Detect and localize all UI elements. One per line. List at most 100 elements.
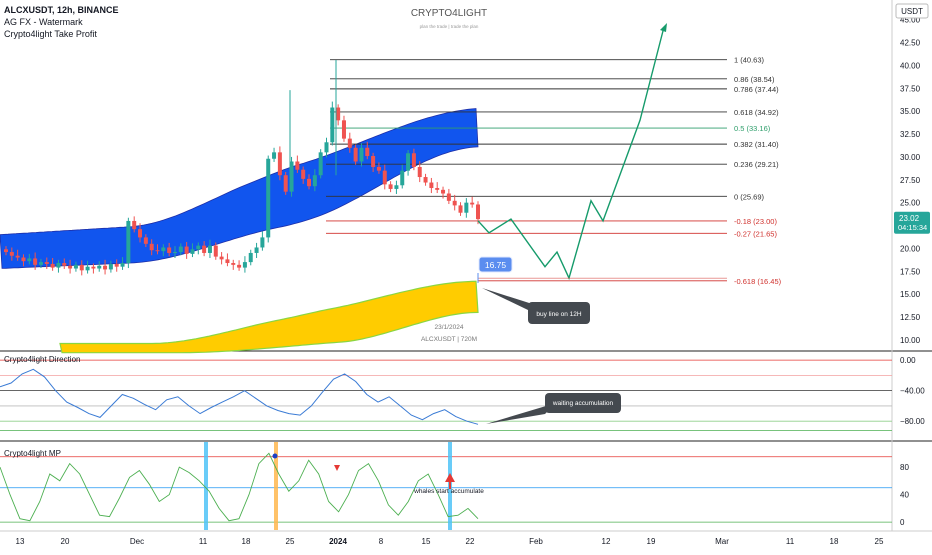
candle-body [190,249,195,254]
direction-pane: 0.00 −40.00 −80.00 [0,356,925,431]
direction-tick: −40.00 [900,387,925,396]
candle-body [347,138,352,148]
candle-body [341,120,346,139]
candle-body [149,243,154,251]
price-tick: 15.00 [900,290,921,299]
direction-callout-text: waiting accumulation [552,400,614,407]
accumulate-arrow [445,473,455,489]
signal-bar [204,442,208,530]
candle-body [423,177,428,183]
direction-callout-box [545,393,621,413]
candle-body [266,158,271,238]
candle-body [277,152,282,176]
fib-label: 0.236 (29.21) [734,160,779,169]
time-label: Feb [529,537,543,546]
gold-band-area [59,280,479,354]
mp-line [0,452,479,522]
candle-body [73,264,78,269]
candle-body [15,255,20,258]
candle-body [464,202,469,213]
time-label: 8 [379,537,384,546]
fib-label: -0.18 (23.00) [734,217,777,226]
time-label: 11 [786,537,795,546]
price-tick: 40.00 [900,61,921,70]
currency-button[interactable] [895,3,929,19]
candle-body [231,263,236,265]
candle-body [353,147,358,162]
price-tick: 20.00 [900,244,921,253]
candle-body [225,259,230,264]
blue-band [0,108,479,269]
mp-pane-title[interactable]: Crypto4light MP [4,449,61,458]
candle-body [376,166,381,171]
fib-label: 0 (25.69) [734,192,765,201]
price-tick: 27.50 [900,176,921,185]
buy-price-badge: 16.75 [478,256,513,273]
blue-band-area [0,108,479,269]
fib-label: 0.382 (31.40) [734,140,779,149]
candle-body [371,156,376,167]
candle-body [429,182,434,189]
time-label: 18 [242,537,251,546]
candle-body [435,188,440,190]
candle-body [143,237,148,244]
last-price-value: 23.02 [899,214,920,223]
time-label: 25 [286,537,295,546]
price-tick: 37.50 [900,84,921,93]
candle-body [307,178,312,187]
projection-arrowhead [660,23,667,33]
price-tick: 17.50 [900,267,921,276]
candle-body [272,152,277,159]
candle-body [120,263,125,267]
candle-body [388,184,393,189]
time-label: 18 [830,537,839,546]
candle-body [365,147,370,157]
projection-path [477,23,727,281]
candle-body [289,161,294,192]
candle-body [207,245,212,253]
buy-price-value: 16.75 [485,260,507,270]
price-axis-ticks: 45.00 42.50 40.00 37.50 35.00 32.50 30.00 27.50… [900,16,921,345]
time-label: 2024 [329,537,347,546]
indicator-take-profit-label[interactable]: Crypto4light Take Profit [4,29,97,39]
candle-body [452,200,457,206]
price-tick: 45.00 [900,16,921,25]
candle-body [446,193,451,201]
symbol-title[interactable]: ALCXUSDT, 12h, BINANCE [4,5,119,15]
fibonacci-levels: 1 (40.63) 0.86 (38.54)0.786 (37.44) 0.618 … [326,56,782,286]
price-tick: 10.00 [900,336,921,345]
projection-line [477,26,665,281]
candle-body [44,262,49,264]
candle-body [400,170,405,186]
time-label: 19 [647,537,656,546]
time-label: 25 [875,537,884,546]
last-price-badge [894,211,930,234]
candle-body [9,252,14,256]
mp-tick: 0 [900,518,905,527]
candle-body [242,262,247,268]
candle-body [458,205,463,213]
candles [4,59,480,276]
direction-pane-title[interactable]: Crypto4light Direction [4,355,80,364]
fib-label: -0.27 (21.65) [734,229,777,238]
candle-body [103,265,108,270]
price-tick: 35.00 [900,107,921,116]
candle-body [359,147,364,162]
candle-body [260,237,265,248]
watermark-title: CRYPTO4LIGHT [411,8,487,19]
candle-body [132,220,137,230]
indicator-watermark-label[interactable]: AG FX - Watermark [4,17,83,27]
candle-body [283,175,288,192]
sell-marker [334,465,340,471]
mp-tick: 40 [900,491,909,500]
time-label: 11 [199,537,208,546]
direction-tick: 0.00 [900,356,916,365]
candle-body [295,161,300,170]
candle-body [56,263,61,268]
date-stamp: 23/1/2024 [435,324,464,331]
fib-label: 0.86 (38.54) [734,75,775,84]
candle-body [167,247,172,253]
